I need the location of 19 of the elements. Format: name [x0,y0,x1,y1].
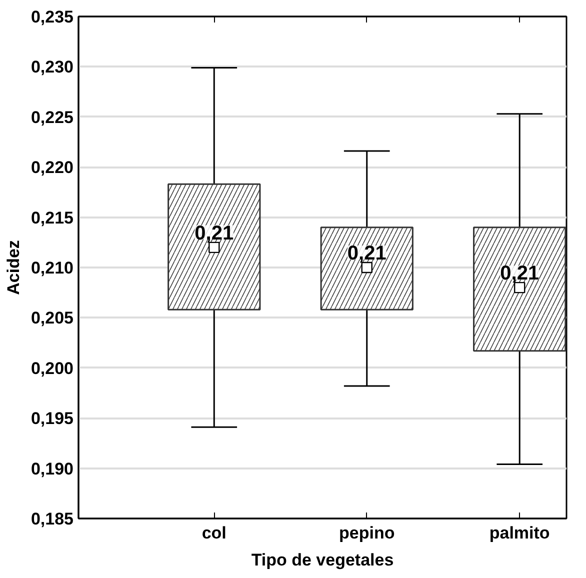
y-tick-label: 0,190 [30,459,74,478]
y-tick-label: 0,195 [30,409,74,428]
y-tick-label: 0,205 [30,308,74,328]
x-tick-label: col [202,524,226,542]
y-tick-label: 0,225 [30,108,74,127]
y-tick-label: 0,220 [30,158,74,178]
annotation: 0,21 [194,222,234,244]
annotation: 0,21 [500,262,540,285]
x-axis-title: Tipo de vegetales [251,550,394,570]
x-tick-label: palmito [489,524,550,542]
x-tick-label: pepino [339,524,395,542]
y-tick-label: 0,210 [30,258,74,278]
y-tick-label: 0,185 [30,510,74,528]
y-tick-label: 0,235 [30,8,74,26]
y-tick-label: 0,215 [30,208,74,228]
y-tick-label: 0,230 [30,58,74,77]
y-tick-label: 0,200 [30,358,74,378]
y-axis-title: Acidez [4,240,23,295]
annotation: 0,21 [347,242,386,264]
